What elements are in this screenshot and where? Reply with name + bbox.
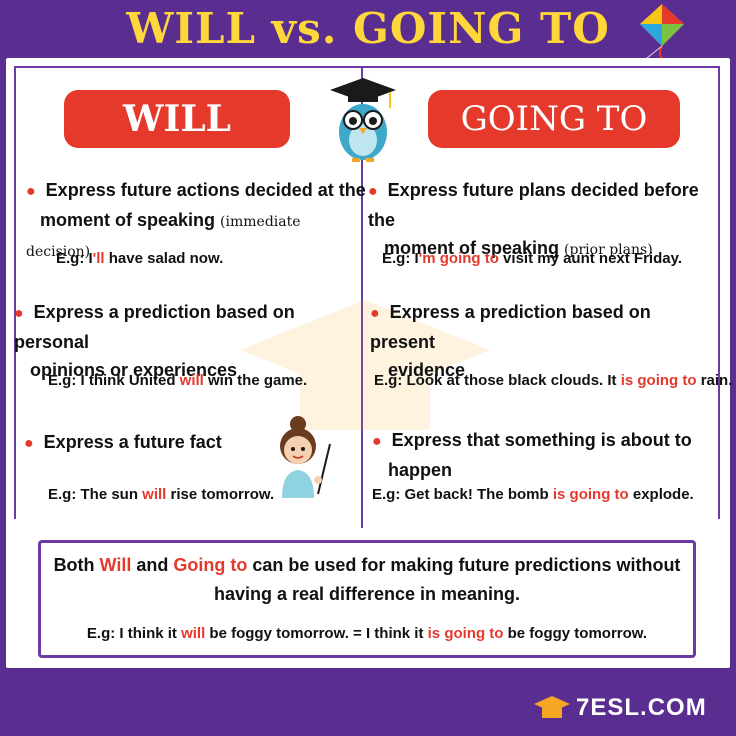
owl-graduate-icon xyxy=(330,78,396,162)
summary-text: Both Will and Going to can be used for m… xyxy=(53,555,681,604)
bullet-icon: ● xyxy=(368,183,378,200)
going-to-rule-1: ● Express future plans decided before the… xyxy=(368,180,699,258)
teacher-girl-icon xyxy=(280,416,331,498)
summary-box: Both Will and Going to can be used for m… xyxy=(38,540,696,658)
bullet-icon: ● xyxy=(24,435,34,452)
going-to-rule-2: ● Express a prediction based on present e… xyxy=(370,302,651,380)
going-to-example-3: E.g: Get back! The bomb is going to expl… xyxy=(372,486,694,503)
going-to-example-1: E.g: I'm going to visit my aunt next Fri… xyxy=(382,250,682,267)
summary-example: E.g: I think it will be foggy tomorrow. … xyxy=(86,625,648,642)
will-example-2: E.g: I think United will win the game. xyxy=(48,372,308,389)
going-to-example-2: E.g: Look at those black clouds. It is g… xyxy=(374,372,733,389)
comparison-frame xyxy=(14,66,720,519)
will-rule-1: ● Express future actions decided at the m… xyxy=(26,180,366,260)
going-to-label: GOING TO xyxy=(428,90,680,148)
will-rule-3: ● Express a future fact xyxy=(24,432,222,452)
going-to-rule-3: ● Express that something is about to happ… xyxy=(372,430,692,480)
will-rule-2: ● Express a prediction based on personal … xyxy=(14,302,295,380)
bullet-icon: ● xyxy=(26,183,36,200)
graduation-cap-logo-icon xyxy=(534,696,570,718)
page-title: WILL vs. GOING TO xyxy=(126,4,610,53)
will-label: WILL xyxy=(64,90,290,148)
bullet-icon: ● xyxy=(14,305,24,322)
column-divider xyxy=(361,66,363,528)
graduation-cap-watermark-icon xyxy=(240,300,490,430)
will-example-1: E.g: I'll have salad now. xyxy=(56,250,224,267)
will-example-3: E.g: The sun will rise tomorrow. xyxy=(48,486,275,503)
bullet-icon: ● xyxy=(370,305,380,322)
bullet-icon: ● xyxy=(372,433,382,450)
